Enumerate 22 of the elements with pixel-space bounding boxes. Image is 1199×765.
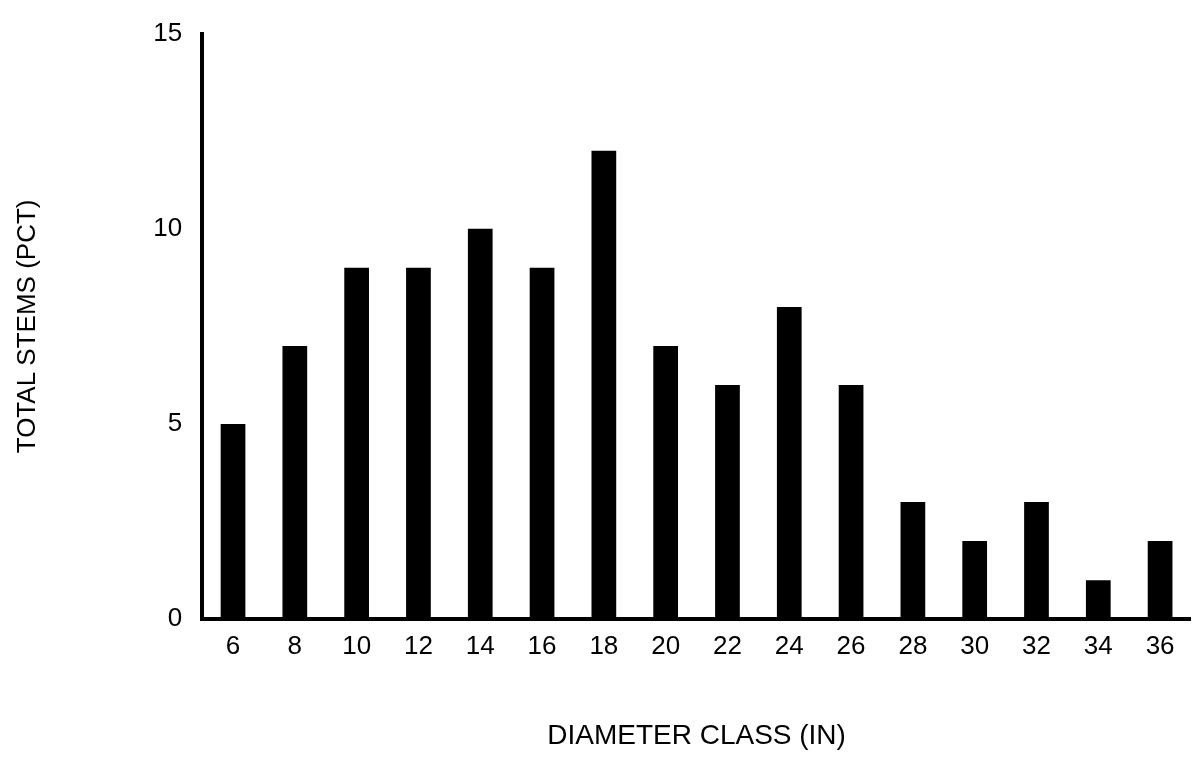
x-tick-label: 22	[713, 629, 742, 660]
x-tick-label: 14	[465, 629, 495, 660]
x-tick-label: 26	[836, 629, 866, 660]
y-tick-label: 10	[153, 211, 183, 242]
y-tick-label: 0	[167, 602, 183, 633]
y-tick-label: 5	[167, 407, 183, 438]
x-tick-label: 36	[1145, 629, 1175, 660]
x-tick-label: 12	[403, 629, 433, 660]
x-tick-label: 10	[342, 629, 372, 660]
x-tick-label: 32	[1022, 629, 1051, 660]
x-tick-label: 28	[898, 629, 928, 660]
x-tick-label: 30	[960, 629, 990, 660]
x-tick-label: 34	[1083, 629, 1113, 660]
x-tick-label: 16	[527, 629, 557, 660]
x-tick-label: 6	[225, 629, 241, 660]
x-tick-label: 8	[287, 629, 303, 660]
y-tick-label: 15	[153, 16, 183, 47]
y-axis-title: TOTAL STEMS (PCT)	[10, 199, 41, 454]
x-axis-title: DIAMETER CLASS (IN)	[547, 718, 846, 750]
x-tick-label: 24	[774, 629, 804, 660]
x-tick-label: 18	[589, 629, 619, 660]
x-tick-label: 20	[651, 629, 681, 660]
